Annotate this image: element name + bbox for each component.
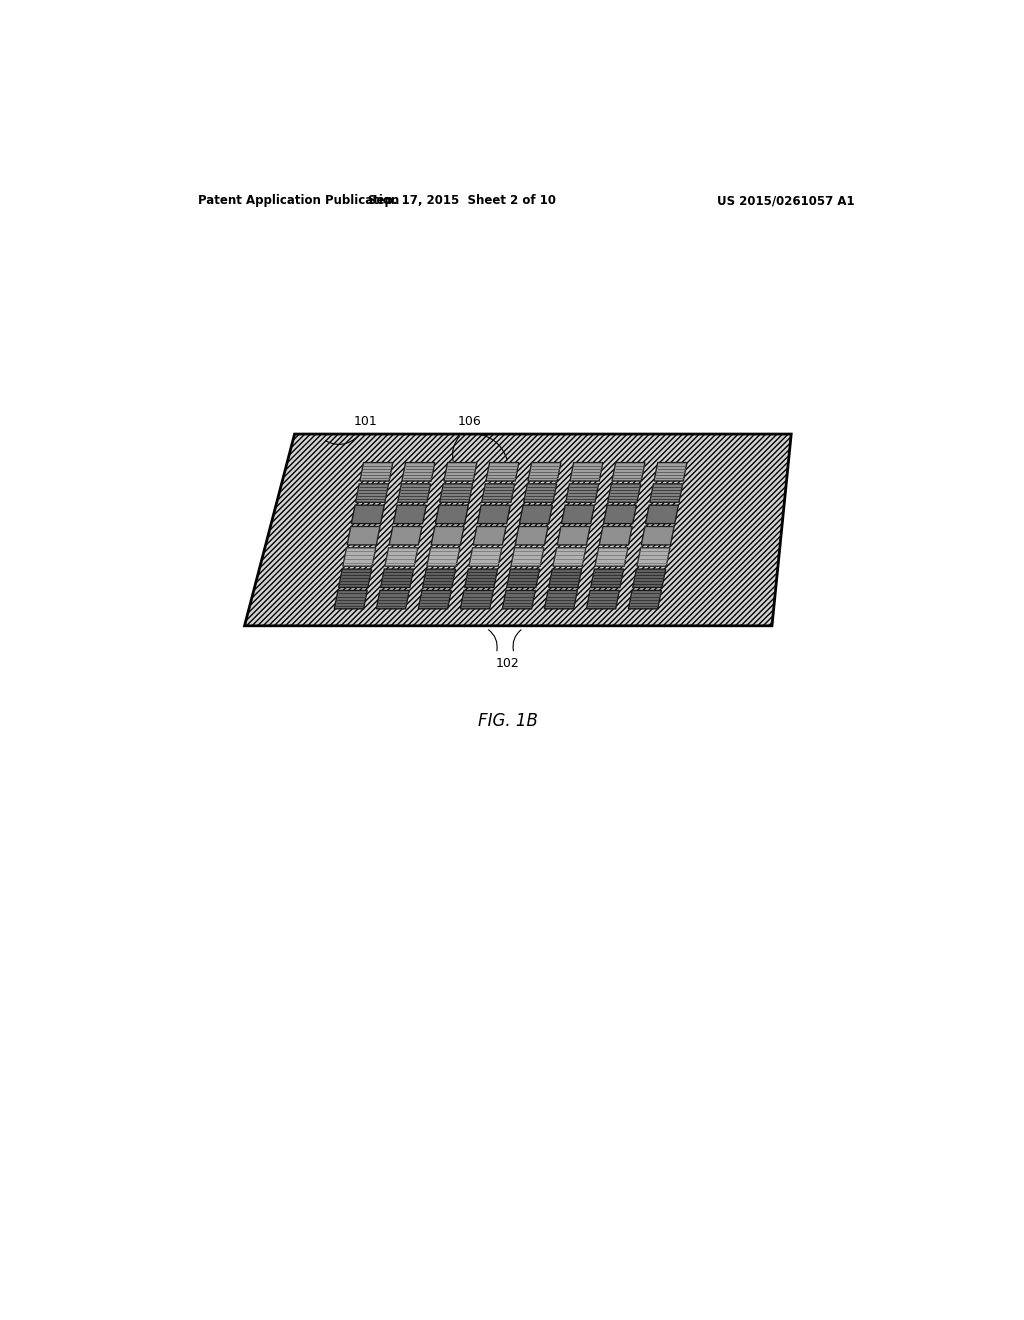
Polygon shape xyxy=(439,484,473,503)
Polygon shape xyxy=(545,590,578,609)
Polygon shape xyxy=(351,506,384,524)
Polygon shape xyxy=(612,462,645,480)
Polygon shape xyxy=(419,590,452,609)
Polygon shape xyxy=(401,462,435,480)
Polygon shape xyxy=(523,484,557,503)
Polygon shape xyxy=(633,569,666,587)
Polygon shape xyxy=(565,484,599,503)
Polygon shape xyxy=(570,462,603,480)
Text: Sep. 17, 2015  Sheet 2 of 10: Sep. 17, 2015 Sheet 2 of 10 xyxy=(368,194,556,207)
Polygon shape xyxy=(473,527,506,545)
Polygon shape xyxy=(461,590,494,609)
Polygon shape xyxy=(637,548,670,566)
Polygon shape xyxy=(427,548,460,566)
Polygon shape xyxy=(347,527,380,545)
Polygon shape xyxy=(515,527,548,545)
Text: US 2015/0261057 A1: US 2015/0261057 A1 xyxy=(717,194,854,207)
Polygon shape xyxy=(511,548,544,566)
Polygon shape xyxy=(599,527,632,545)
Polygon shape xyxy=(553,548,586,566)
Polygon shape xyxy=(469,548,502,566)
Polygon shape xyxy=(343,548,376,566)
Polygon shape xyxy=(503,590,536,609)
Text: 101: 101 xyxy=(353,414,377,428)
Polygon shape xyxy=(339,569,372,587)
Text: Patent Application Publication: Patent Application Publication xyxy=(199,194,399,207)
Polygon shape xyxy=(557,527,590,545)
Text: 106: 106 xyxy=(458,414,481,428)
Polygon shape xyxy=(355,484,388,503)
Polygon shape xyxy=(507,569,540,587)
Polygon shape xyxy=(397,484,430,503)
Polygon shape xyxy=(389,527,422,545)
Polygon shape xyxy=(591,569,624,587)
Polygon shape xyxy=(587,590,620,609)
Polygon shape xyxy=(465,569,498,587)
Polygon shape xyxy=(435,506,468,524)
Polygon shape xyxy=(444,462,477,480)
Polygon shape xyxy=(645,506,679,524)
Polygon shape xyxy=(431,527,464,545)
Polygon shape xyxy=(519,506,552,524)
Polygon shape xyxy=(359,462,393,480)
Polygon shape xyxy=(377,590,410,609)
Polygon shape xyxy=(245,434,792,626)
Polygon shape xyxy=(650,484,683,503)
Text: FIG. 1B: FIG. 1B xyxy=(478,711,538,730)
Polygon shape xyxy=(595,548,628,566)
Polygon shape xyxy=(641,527,674,545)
Polygon shape xyxy=(528,462,561,480)
Polygon shape xyxy=(334,590,368,609)
Polygon shape xyxy=(477,506,510,524)
Polygon shape xyxy=(245,434,792,626)
Polygon shape xyxy=(486,462,519,480)
Polygon shape xyxy=(381,569,414,587)
Polygon shape xyxy=(654,462,687,480)
Polygon shape xyxy=(423,569,456,587)
Polygon shape xyxy=(607,484,641,503)
Polygon shape xyxy=(629,590,662,609)
Polygon shape xyxy=(561,506,594,524)
Polygon shape xyxy=(385,548,418,566)
Text: 102: 102 xyxy=(496,656,520,669)
Polygon shape xyxy=(603,506,637,524)
Polygon shape xyxy=(549,569,582,587)
Polygon shape xyxy=(481,484,515,503)
Polygon shape xyxy=(393,506,426,524)
